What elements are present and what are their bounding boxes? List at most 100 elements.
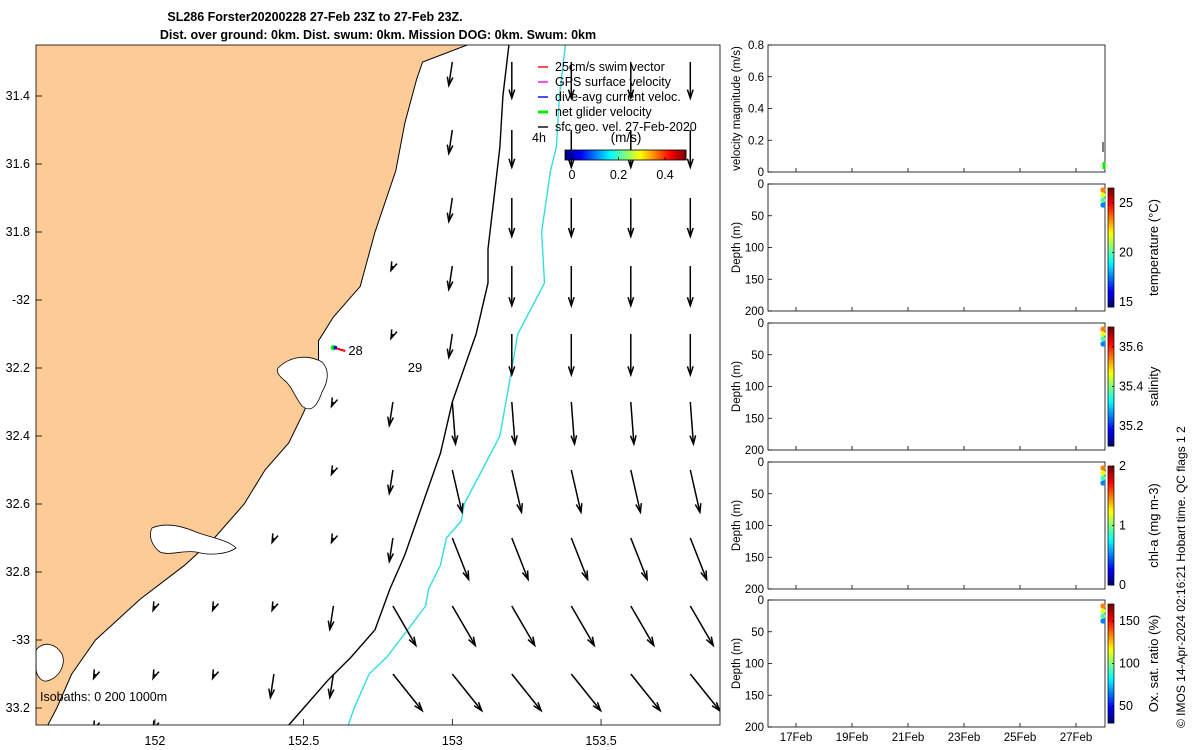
profile-sample-dot bbox=[1100, 603, 1106, 609]
colorbar-segment bbox=[619, 150, 622, 160]
myall-lakes bbox=[150, 524, 237, 555]
velocity-arrow bbox=[570, 401, 576, 445]
panel-colorbar-segment bbox=[1108, 383, 1114, 387]
panel-colorbar-segment bbox=[1108, 642, 1114, 647]
colorbar-segment bbox=[595, 150, 598, 160]
panel-colorbar-segment bbox=[1108, 199, 1114, 204]
colorbar-segment bbox=[629, 150, 633, 160]
profile-sample-dot bbox=[1100, 202, 1106, 208]
panel-y-tick-label: 150 bbox=[745, 274, 764, 286]
velocity-arrow bbox=[570, 469, 582, 513]
velocity-arrow bbox=[154, 724, 155, 725]
colorbar-segment bbox=[625, 150, 629, 160]
panel-colorbar-segment bbox=[1108, 244, 1114, 249]
velocity-arrow bbox=[511, 673, 542, 712]
panel-y-axis-label: Depth (m) bbox=[731, 222, 743, 273]
panel-colorbar-segment bbox=[1108, 443, 1114, 447]
colorbar-segment bbox=[617, 150, 620, 160]
panel-x-tick-label: 27Feb bbox=[1060, 732, 1093, 744]
colorbar-segment bbox=[651, 150, 655, 160]
colorbar-segment bbox=[591, 150, 594, 160]
colorbar-segment bbox=[615, 150, 618, 160]
velocity-arrowhead bbox=[327, 620, 335, 632]
panel-colorbar-segment bbox=[1108, 714, 1114, 718]
panel-colorbar-segment bbox=[1108, 413, 1114, 417]
panel-colorbar-segment bbox=[1108, 480, 1114, 485]
velocity-arrowhead bbox=[567, 89, 575, 101]
panel-colorbar-segment bbox=[1108, 214, 1114, 219]
colorbar-segment bbox=[657, 150, 661, 160]
profile-sample-dot bbox=[1100, 341, 1106, 347]
panel-colorbar-segment bbox=[1108, 223, 1114, 228]
velocity-arrowhead bbox=[508, 227, 516, 239]
panel-colorbar-segment bbox=[1108, 621, 1114, 626]
panel-colorbar-segment bbox=[1108, 705, 1114, 709]
panel-colorbar-tick-label: 20 bbox=[1119, 245, 1133, 259]
colorbar-segment bbox=[573, 150, 576, 160]
colorbar-segment bbox=[611, 150, 614, 160]
velocity-arrow bbox=[570, 673, 602, 712]
panel-colorbar-segment bbox=[1108, 362, 1114, 367]
velocity-arrowhead bbox=[510, 435, 518, 447]
map-x-tick-label: 152 bbox=[145, 734, 166, 748]
velocity-arrow bbox=[570, 537, 589, 580]
panel-y-tick-label: 0 bbox=[758, 595, 764, 607]
panel-y-tick-label: 150 bbox=[745, 552, 764, 564]
panel-colorbar-segment bbox=[1108, 283, 1114, 287]
velocity-arrow bbox=[448, 61, 454, 86]
velocity-arrowhead bbox=[689, 435, 697, 447]
port-stephens bbox=[36, 643, 64, 682]
panel-colorbar-tick-label: 0 bbox=[1119, 578, 1126, 592]
time-series-panel-5: 0 50 100 150 200 Depth (m) 50 100 150 Ox. sat. ra… bbox=[731, 595, 1161, 744]
colorbar-segment bbox=[621, 150, 624, 160]
panel-y-tick-label: 0 bbox=[758, 179, 764, 191]
panel-colorbar-segment bbox=[1108, 666, 1114, 670]
panel-colorbar-segment bbox=[1108, 211, 1114, 216]
velocity-arrow bbox=[388, 469, 394, 494]
geo-velocity-arrows bbox=[92, 61, 720, 725]
velocity-arrowhead bbox=[387, 552, 395, 564]
velocity-arrowhead bbox=[446, 280, 454, 292]
velocity-arrow bbox=[388, 401, 394, 426]
panel-colorbar-segment bbox=[1108, 371, 1114, 376]
panel-colorbar-segment bbox=[1108, 678, 1114, 682]
panel-colorbar-segment bbox=[1108, 407, 1114, 411]
panel-x-tick-label: 25Feb bbox=[1004, 732, 1037, 744]
panel-frame bbox=[767, 44, 1106, 173]
panel-colorbar-segment bbox=[1108, 579, 1114, 583]
velocity-arrowhead bbox=[516, 503, 524, 515]
panel-colorbar-segment bbox=[1108, 651, 1114, 656]
panel-y-axis-label: velocity magnitude (m/s) bbox=[731, 46, 743, 171]
velocity-arrowhead bbox=[640, 570, 648, 582]
panel-colorbar-segment bbox=[1108, 681, 1114, 685]
velocity-arrow bbox=[689, 605, 714, 646]
velocity-arrowhead bbox=[508, 89, 516, 101]
velocity-arrow bbox=[448, 333, 454, 358]
chart-title-line2: Dist. over ground: 0km. Dist. swum: 0km.… bbox=[160, 28, 596, 42]
profile-sample-dot bbox=[1100, 613, 1106, 619]
panel-colorbar-segment bbox=[1108, 398, 1114, 402]
panel-colorbar-tick-label: 1 bbox=[1119, 519, 1126, 533]
colorbar-segment bbox=[655, 150, 659, 160]
panel-colorbar-segment bbox=[1108, 359, 1114, 364]
velocity-arrowhead bbox=[705, 636, 715, 648]
velocity-arrow bbox=[689, 673, 720, 712]
panel-colorbar-segment bbox=[1108, 636, 1114, 641]
colorbar-segment bbox=[661, 150, 665, 160]
panel-colorbar-segment bbox=[1108, 392, 1114, 396]
colorbar-segment bbox=[597, 150, 600, 160]
velocity-arrowhead bbox=[508, 158, 516, 170]
panel-colorbar-segment bbox=[1108, 253, 1114, 257]
panel-colorbar-segment bbox=[1108, 274, 1114, 278]
panel-colorbar-segment bbox=[1108, 401, 1114, 405]
panel-colorbar-segment bbox=[1108, 208, 1114, 213]
panel-colorbar-segment bbox=[1108, 190, 1114, 195]
colorbar-segment bbox=[633, 150, 637, 160]
map-axes: 152 152.5 153 153.5 31.4 31.6 31.8 -32 32.2 32.4 3… bbox=[6, 89, 617, 748]
panel-colorbar-tick-label: 100 bbox=[1119, 657, 1140, 671]
map-frame bbox=[35, 44, 721, 726]
velocity-arrow bbox=[94, 724, 96, 725]
panel-colorbar-segment bbox=[1108, 301, 1114, 305]
panel-colorbar-segment bbox=[1108, 193, 1114, 198]
velocity-arrow bbox=[630, 673, 661, 712]
